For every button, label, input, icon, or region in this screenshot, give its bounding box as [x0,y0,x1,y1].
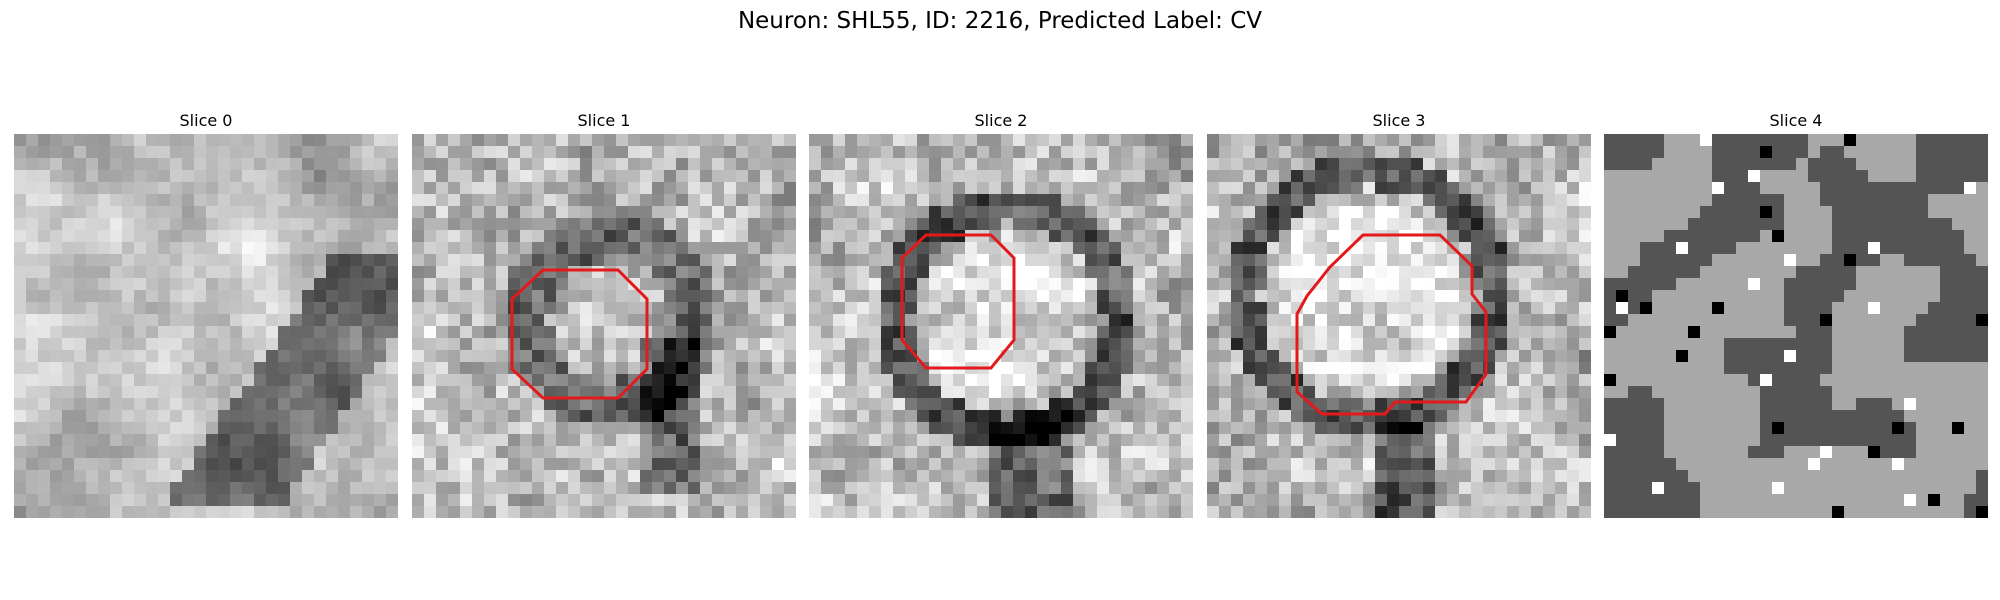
roi-outline [900,233,1016,370]
slice-image-1 [412,134,796,518]
pixel-grid [412,134,796,518]
slice-panel-4: Slice 4 [1604,110,1988,518]
slice-title-0: Slice 0 [179,111,233,130]
slice-panel-1: Slice 1 [412,110,796,518]
pixel-grid [1604,134,1988,518]
slice-panel-0: Slice 0 [14,110,398,518]
pixel-grid [1207,134,1591,518]
slice-title-1: Slice 1 [577,111,631,130]
slice-panel-3: Slice 3 [1207,110,1591,518]
slice-title-2: Slice 2 [974,111,1028,130]
slice-title-3: Slice 3 [1372,111,1426,130]
figure-title: Neuron: SHL55, ID: 2216, Predicted Label… [737,8,1263,34]
roi-outline [510,268,649,400]
slice-panel-2: Slice 2 [809,110,1193,518]
slice-image-4 [1604,134,1988,518]
slice-image-0 [14,134,398,518]
pixel-grid [14,134,398,518]
slice-image-3 [1207,134,1591,518]
roi-outline [1295,233,1488,416]
slice-title-4: Slice 4 [1769,111,1823,130]
pixel-grid [809,134,1193,518]
slice-image-2 [809,134,1193,518]
